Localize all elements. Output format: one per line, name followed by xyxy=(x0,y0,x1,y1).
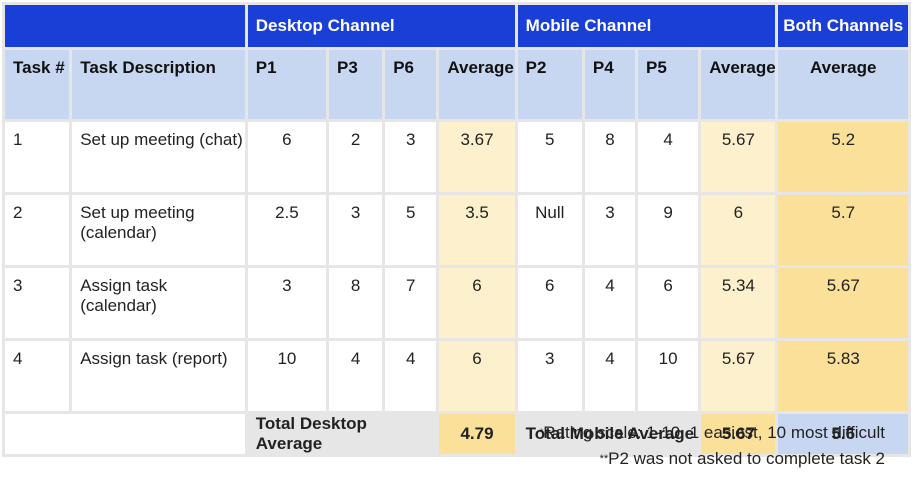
cell-p3: 8 xyxy=(329,268,383,338)
cell-p4: 3 xyxy=(584,195,636,265)
cell-p4: 4 xyxy=(584,268,636,338)
footnote-p2: **P2 was not asked to complete task 2 xyxy=(539,446,885,472)
cell-both-average: 5.2 xyxy=(778,122,908,192)
cell-mobile-average: 5.67 xyxy=(701,341,776,411)
table-row: 2 Set up meeting (calendar) 2.5 3 5 3.5 … xyxy=(5,195,908,265)
cell-mobile-average: 6 xyxy=(701,195,776,265)
cell-description: Set up meeting (chat) xyxy=(72,122,245,192)
cell-p4: 4 xyxy=(584,341,636,411)
col-header-task: Task # xyxy=(5,50,70,119)
cell-p6: 7 xyxy=(385,268,437,338)
cell-p5: 6 xyxy=(638,268,699,338)
cell-mobile-average: 5.67 xyxy=(701,122,776,192)
column-header-row: Task # Task Description P1 P3 P6 Average… xyxy=(5,50,908,119)
cell-task: 3 xyxy=(5,268,70,338)
group-header-row: Desktop Channel Mobile Channel Both Chan… xyxy=(5,5,908,47)
ratings-table: Desktop Channel Mobile Channel Both Chan… xyxy=(2,2,911,457)
cell-p6: 3 xyxy=(385,122,437,192)
footnote-rating-text: Rating scale: 1-10, 1 easiest, 10 most d… xyxy=(543,423,885,442)
col-header-both-average: Average xyxy=(778,50,908,119)
cell-description: Set up meeting (calendar) xyxy=(72,195,245,265)
cell-desktop-average: 6 xyxy=(439,341,515,411)
cell-p6: 4 xyxy=(385,341,437,411)
col-header-description: Task Description xyxy=(72,50,245,119)
col-header-p5: P5 xyxy=(638,50,699,119)
footnote-rating-marker: * xyxy=(538,427,544,439)
group-header-blank xyxy=(5,5,245,47)
footnote-p2-text: P2 was not asked to complete task 2 xyxy=(608,449,885,468)
cell-description: Assign task (calendar) xyxy=(72,268,245,338)
group-header-desktop: Desktop Channel xyxy=(247,5,515,47)
total-desktop-value: 4.79 xyxy=(439,414,515,454)
cell-p5: 10 xyxy=(638,341,699,411)
totals-row: Total Desktop Average 4.79 Total Mobile … xyxy=(5,414,908,454)
total-mobile-value: 5.67 xyxy=(701,414,776,454)
cell-p5: 4 xyxy=(638,122,699,192)
table-row: 1 Set up meeting (chat) 6 2 3 3.67 5 8 4… xyxy=(5,122,908,192)
cell-p2: Null xyxy=(517,195,582,265)
cell-p1: 3 xyxy=(247,268,327,338)
col-header-desktop-average: Average xyxy=(439,50,515,119)
total-mobile-label: Total Mobile Average xyxy=(517,414,699,454)
table-row: 3 Assign task (calendar) 3 8 7 6 6 4 6 5… xyxy=(5,268,908,338)
cell-p1: 6 xyxy=(247,122,327,192)
cell-p3: 2 xyxy=(329,122,383,192)
cell-p3: 4 xyxy=(329,341,383,411)
cell-task: 4 xyxy=(5,341,70,411)
cell-p3: 3 xyxy=(329,195,383,265)
cell-p1: 10 xyxy=(247,341,327,411)
cell-p6: 5 xyxy=(385,195,437,265)
col-header-mobile-average: Average xyxy=(701,50,776,119)
cell-both-average: 5.83 xyxy=(778,341,908,411)
cell-both-average: 5.7 xyxy=(778,195,908,265)
col-header-p2: P2 xyxy=(517,50,582,119)
cell-p1: 2.5 xyxy=(247,195,327,265)
col-header-p6: P6 xyxy=(385,50,437,119)
cell-p4: 8 xyxy=(584,122,636,192)
group-header-both: Both Channels xyxy=(778,5,908,47)
cell-p5: 9 xyxy=(638,195,699,265)
cell-task: 2 xyxy=(5,195,70,265)
footnotes: *Rating scale: 1-10, 1 easiest, 10 most … xyxy=(539,420,885,472)
cell-description: Assign task (report) xyxy=(72,341,245,411)
table-row: 4 Assign task (report) 10 4 4 6 3 4 10 5… xyxy=(5,341,908,411)
col-header-p3: P3 xyxy=(329,50,383,119)
col-header-p1: P1 xyxy=(247,50,327,119)
cell-task: 1 xyxy=(5,122,70,192)
totals-blank xyxy=(5,414,245,454)
group-header-mobile: Mobile Channel xyxy=(517,5,776,47)
total-both-value: 5.6 xyxy=(778,414,908,454)
cell-p2: 6 xyxy=(517,268,582,338)
cell-both-average: 5.67 xyxy=(778,268,908,338)
col-header-p4: P4 xyxy=(584,50,636,119)
total-desktop-label: Total Desktop Average xyxy=(247,414,437,454)
cell-desktop-average: 3.5 xyxy=(439,195,515,265)
footnote-p2-marker: ** xyxy=(599,453,609,465)
cell-mobile-average: 5.34 xyxy=(701,268,776,338)
cell-desktop-average: 6 xyxy=(439,268,515,338)
cell-desktop-average: 3.67 xyxy=(439,122,515,192)
footnote-rating: *Rating scale: 1-10, 1 easiest, 10 most … xyxy=(539,420,885,446)
cell-p2: 5 xyxy=(517,122,582,192)
cell-p2: 3 xyxy=(517,341,582,411)
